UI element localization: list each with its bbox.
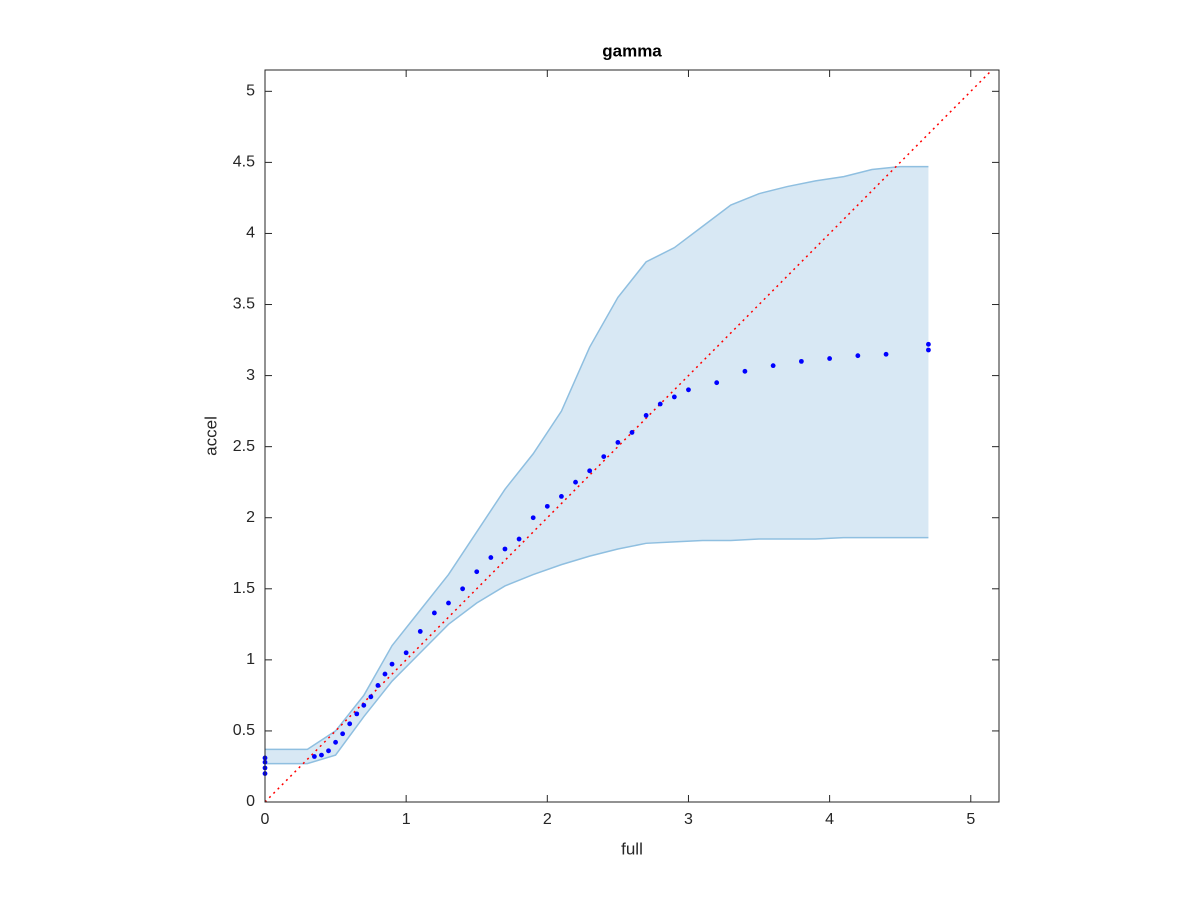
data-point (926, 341, 931, 347)
data-point (601, 454, 607, 460)
y-axis-label: accel (201, 416, 220, 456)
data-point (354, 711, 360, 717)
x-tick-label: 5 (966, 811, 975, 828)
data-point (340, 731, 346, 737)
data-point (544, 503, 550, 509)
data-point (573, 479, 578, 485)
y-tick-label: 2 (246, 509, 255, 526)
data-point (827, 356, 833, 361)
data-point (502, 546, 508, 552)
x-tick-label: 2 (543, 811, 552, 828)
band-upper (265, 165, 929, 751)
data-point (319, 752, 324, 758)
data-point (671, 394, 677, 400)
data-point (855, 353, 861, 359)
confidence-band (265, 166, 929, 764)
data-point (742, 368, 748, 374)
data-point (333, 739, 338, 745)
y-tick-label: 4.5 (233, 154, 255, 171)
data-point (883, 351, 889, 357)
band-lower (265, 536, 929, 765)
y-tick-label: 1.5 (233, 580, 255, 597)
y-tick-label: 5 (246, 83, 255, 100)
data-point (516, 536, 522, 542)
chart-title: gamma (602, 41, 662, 60)
axes-box (264, 69, 1000, 803)
data-point (403, 650, 409, 656)
data-point (446, 600, 451, 606)
data-point (375, 683, 381, 688)
data-point (431, 610, 437, 616)
data-point (312, 754, 317, 759)
data-point (474, 569, 480, 575)
y-tick-label: 3.5 (233, 296, 255, 313)
data-point (347, 721, 353, 727)
reference-line (264, 69, 993, 803)
data-point (382, 671, 388, 677)
data-point (417, 629, 423, 634)
data-point (615, 439, 621, 445)
data-point (460, 586, 466, 592)
data-point (770, 363, 776, 369)
data-point (798, 358, 804, 364)
data-point (559, 494, 564, 499)
y-tick-label: 0.5 (233, 722, 255, 739)
x-tick-label: 3 (684, 811, 693, 828)
y-tick-label: 2.5 (233, 438, 255, 455)
x-tick-label: 1 (402, 811, 411, 828)
data-point (368, 694, 374, 700)
data-point (629, 430, 635, 435)
x-tick-label: 0 (261, 811, 270, 828)
y-tick-label: 1 (246, 651, 255, 668)
data-point (587, 468, 593, 474)
x-axis-label: full (621, 839, 643, 858)
data-point (488, 555, 494, 560)
data-point (530, 515, 536, 521)
y-tick-label: 3 (246, 367, 255, 384)
data-point (686, 387, 691, 393)
y-tick-label: 0 (246, 793, 255, 810)
data-point (326, 748, 331, 754)
y-tick-label: 4 (246, 225, 255, 242)
data-point (657, 401, 663, 407)
data-point (361, 702, 367, 708)
x-tick-label: 4 (825, 811, 834, 828)
data-point (643, 412, 649, 418)
data-point (926, 347, 931, 353)
data-point (389, 661, 395, 667)
data-point (714, 380, 720, 386)
